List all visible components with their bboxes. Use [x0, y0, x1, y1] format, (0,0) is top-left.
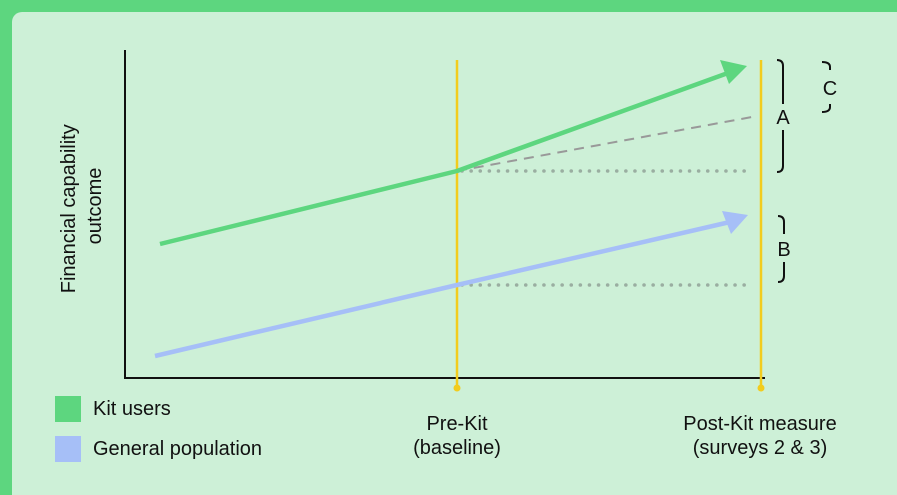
y-axis-label: Financial capability outcome	[58, 119, 106, 294]
post-kit-label-line2: (surveys 2 & 3)	[692, 437, 828, 459]
pre-kit-marker-dot	[453, 384, 461, 392]
general-population-arrowhead	[722, 211, 748, 234]
y-axis-label-line1: Financial capability	[58, 124, 80, 293]
bracket-b	[777, 215, 785, 283]
diagram-panel	[12, 12, 897, 495]
pre-kit-label-line2: (baseline)	[413, 437, 501, 459]
legend-general-population: General population	[55, 436, 262, 462]
kit-users-line	[159, 70, 729, 247]
post-kit-label-line1: Post-Kit measure	[683, 413, 837, 435]
legend-general-population-swatch	[55, 436, 81, 462]
bracket-b-label: B	[777, 239, 790, 261]
post-kit-marker-dot	[757, 384, 765, 392]
y-axis-label-line2: outcome	[84, 168, 106, 245]
bracket-c	[821, 61, 831, 113]
general-population-line	[154, 219, 731, 359]
kit-users-arrowhead	[720, 60, 747, 84]
bracket-c-label: C	[823, 78, 837, 100]
legend-kit-users: Kit users	[55, 396, 171, 422]
post-kit-label: Post-Kit measure (surveys 2 & 3)	[650, 412, 870, 460]
pre-kit-label-line1: Pre-Kit	[426, 413, 488, 435]
bracket-a	[776, 59, 784, 173]
bracket-a-label: A	[776, 107, 790, 129]
legend-kit-users-swatch	[55, 396, 81, 422]
pre-kit-label: Pre-Kit (baseline)	[377, 412, 537, 460]
legend-general-population-label: General population	[93, 437, 263, 460]
counterfactual-dashed-line	[456, 116, 753, 172]
legend-kit-users-label: Kit users	[93, 397, 171, 420]
